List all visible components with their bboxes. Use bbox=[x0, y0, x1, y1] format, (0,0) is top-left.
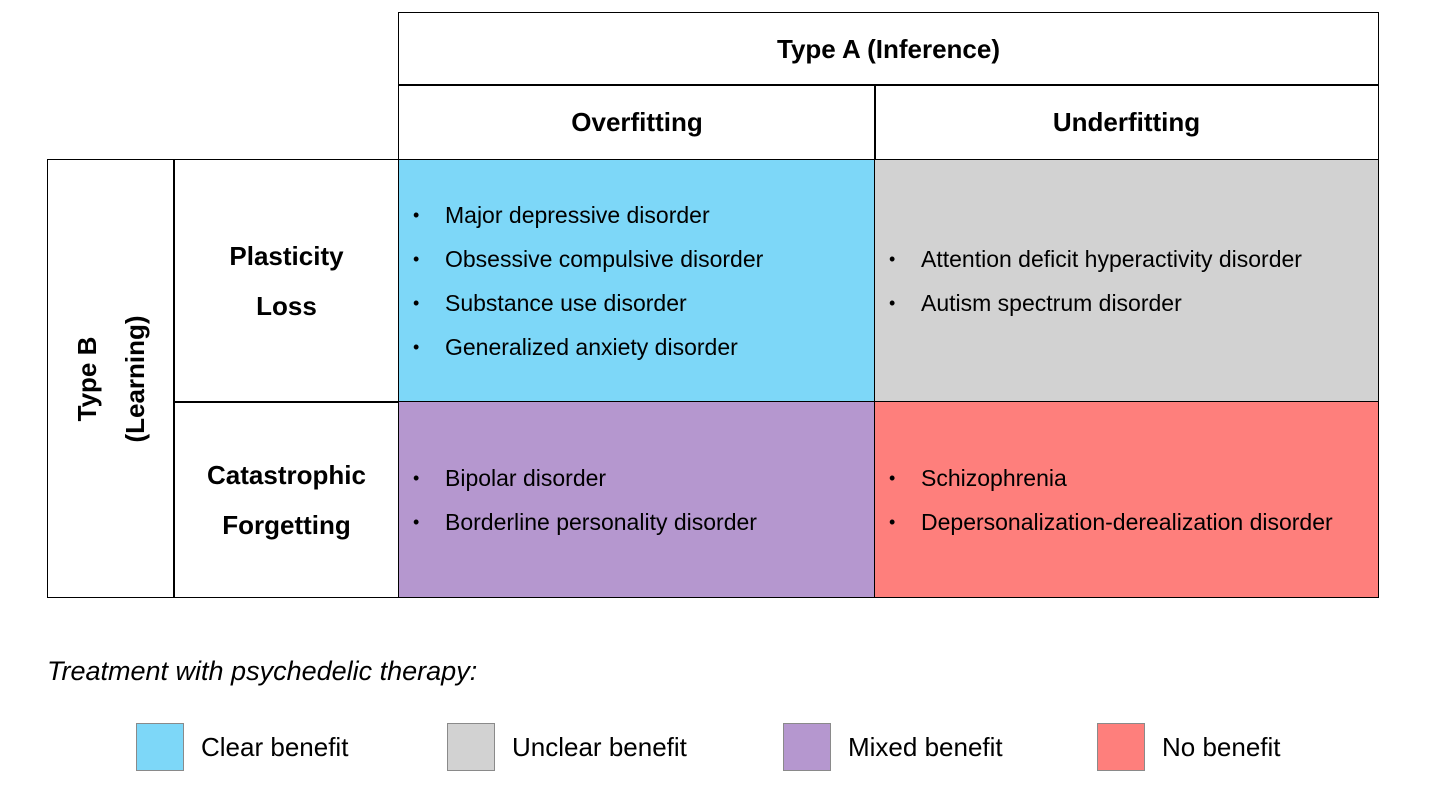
disorder-label: Major depressive disorder bbox=[445, 202, 710, 228]
bullet-icon: • bbox=[413, 249, 420, 269]
list-item: • Major depressive disorder bbox=[407, 193, 875, 237]
legend-item-unclear-benefit: Unclear benefit bbox=[447, 722, 687, 772]
legend-swatch-none bbox=[1097, 723, 1145, 771]
legend-swatch-clear bbox=[136, 723, 184, 771]
list-item: • Substance use disorder bbox=[407, 281, 875, 325]
type-b-header: Type B (Learning) bbox=[47, 159, 175, 598]
cell-forgetting-overfitting: • Bipolar disorder • Borderline personalit… bbox=[398, 401, 876, 598]
row-header-catastrophic-forgetting-line2: Forgetting bbox=[222, 509, 351, 540]
cell-forgetting-underfitting: • Schizophrenia • Depersonalization-dereal… bbox=[874, 401, 1379, 598]
bullet-icon: • bbox=[413, 511, 420, 532]
list-item: • Borderline personality disorder bbox=[407, 500, 875, 544]
bullet-icon: • bbox=[413, 293, 420, 313]
type-b-title-line2: (Learning) bbox=[120, 314, 150, 443]
column-header-overfitting-label: Overfitting bbox=[571, 107, 703, 137]
disorder-label: Generalized anxiety disorder bbox=[445, 334, 738, 360]
legend-label-none: No benefit bbox=[1162, 731, 1281, 762]
row-header-plasticity-loss-line2: Loss bbox=[256, 291, 317, 321]
disorder-label: Borderline personality disorder bbox=[445, 508, 757, 535]
disorder-label: Attention deficit hyperactivity disorder bbox=[921, 246, 1302, 272]
disorder-label: Schizophrenia bbox=[921, 464, 1067, 491]
type-b-title-line1: Type B bbox=[72, 336, 102, 421]
list-item: • Generalized anxiety disorder bbox=[407, 325, 875, 369]
disorder-list: • Attention deficit hyperactivity disorde… bbox=[883, 237, 1378, 325]
bullet-icon: • bbox=[889, 249, 896, 269]
type-b-title: Type B (Learning) bbox=[63, 315, 159, 442]
disorder-label: Depersonalization-derealization disorder bbox=[921, 508, 1333, 535]
cell-plasticity-underfitting: • Attention deficit hyperactivity disorde… bbox=[874, 159, 1379, 403]
disorder-list: • Schizophrenia • Depersonalization-dereal… bbox=[883, 456, 1378, 544]
bullet-icon: • bbox=[889, 293, 896, 313]
legend-label-mixed: Mixed benefit bbox=[848, 731, 1003, 762]
list-item: • Depersonalization-derealization disorde… bbox=[883, 500, 1378, 544]
list-item: • Autism spectrum disorder bbox=[883, 281, 1378, 325]
legend-item-clear-benefit: Clear benefit bbox=[136, 722, 348, 772]
legend-swatch-mixed bbox=[783, 723, 831, 771]
list-item: • Attention deficit hyperactivity disorde… bbox=[883, 237, 1378, 281]
column-header-overfitting: Overfitting bbox=[398, 84, 876, 161]
disorder-list: • Bipolar disorder • Borderline personalit… bbox=[407, 456, 875, 544]
disorder-list: • Major depressive disorder • Obsessive co… bbox=[407, 193, 875, 369]
bullet-icon: • bbox=[889, 467, 896, 488]
legend-item-no-benefit: No benefit bbox=[1097, 722, 1281, 772]
cell-plasticity-overfitting: • Major depressive disorder • Obsessive co… bbox=[398, 159, 876, 403]
legend-caption: Treatment with psychedelic therapy: bbox=[47, 656, 478, 686]
disorder-label: Obsessive compulsive disorder bbox=[445, 246, 764, 272]
column-header-underfitting: Underfitting bbox=[874, 84, 1379, 161]
bullet-icon: • bbox=[413, 205, 420, 225]
column-header-underfitting-label: Underfitting bbox=[1052, 107, 1201, 137]
legend-label-clear: Clear benefit bbox=[201, 731, 349, 762]
type-a-header: Type A (Inference) bbox=[398, 12, 1379, 86]
row-header-plasticity-loss: Plasticity Loss bbox=[173, 159, 400, 403]
list-item: • Obsessive compulsive disorder bbox=[407, 237, 875, 281]
type-a-title: Type A (Inference) bbox=[777, 33, 1000, 64]
disorder-label: Autism spectrum disorder bbox=[921, 290, 1182, 316]
bullet-icon: • bbox=[413, 467, 420, 488]
legend-item-mixed-benefit: Mixed benefit bbox=[783, 722, 1003, 772]
legend-swatch-unclear bbox=[447, 723, 495, 771]
bullet-icon: • bbox=[413, 337, 420, 357]
legend-label-unclear: Unclear benefit bbox=[512, 731, 687, 762]
list-item: • Schizophrenia bbox=[883, 456, 1378, 500]
row-header-catastrophic-forgetting-line1: Catastrophic bbox=[207, 459, 366, 490]
disorder-label: Bipolar disorder bbox=[445, 464, 607, 491]
disorder-label: Substance use disorder bbox=[445, 290, 687, 316]
list-item: • Bipolar disorder bbox=[407, 456, 875, 500]
row-header-plasticity-loss-line1: Plasticity bbox=[229, 241, 344, 271]
row-header-catastrophic-forgetting: Catastrophic Forgetting bbox=[173, 401, 400, 598]
bullet-icon: • bbox=[889, 511, 896, 532]
